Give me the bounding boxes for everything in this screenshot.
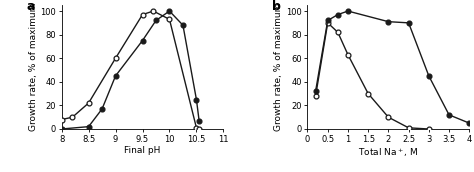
Text: a: a xyxy=(26,0,35,13)
X-axis label: Total Na$^+$, M: Total Na$^+$, M xyxy=(358,146,419,159)
X-axis label: Final pH: Final pH xyxy=(124,146,161,155)
Text: b: b xyxy=(272,0,281,13)
Y-axis label: Growth rate, % of maximum: Growth rate, % of maximum xyxy=(28,3,37,131)
Y-axis label: Growth rate, % of maximum: Growth rate, % of maximum xyxy=(274,3,283,131)
